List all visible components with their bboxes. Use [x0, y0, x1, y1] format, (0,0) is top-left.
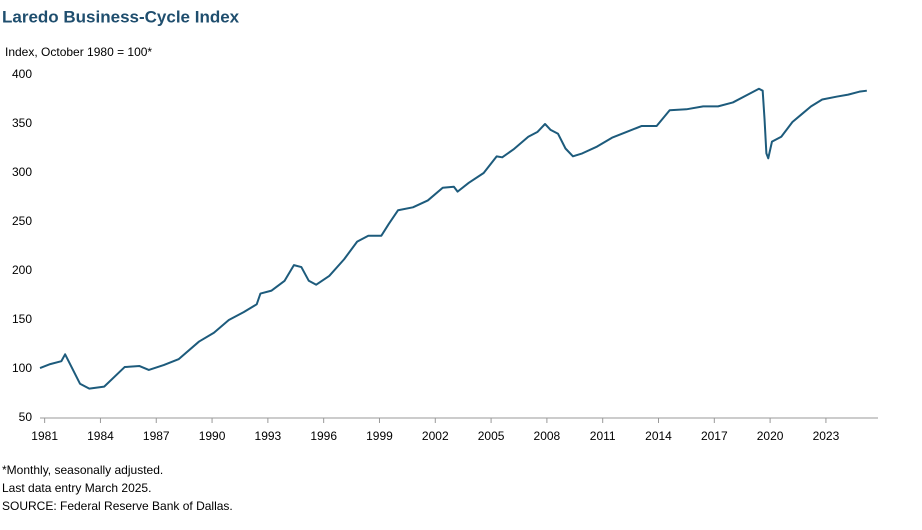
x-tick-label: 2002 [422, 429, 449, 443]
y-tick-label: 350 [12, 116, 32, 130]
x-tick-label: 1984 [87, 429, 114, 443]
x-tick-label: 2008 [534, 429, 561, 443]
y-axis-label: Index, October 1980 = 100* [5, 45, 152, 59]
x-tick-label: 1996 [310, 429, 337, 443]
y-tick-label: 100 [12, 361, 32, 375]
x-tick-label: 2011 [590, 429, 616, 443]
footnote: Last data entry March 2025. [2, 481, 151, 495]
y-tick-label: 250 [12, 214, 32, 228]
x-tick-label: 2023 [813, 429, 840, 443]
footnote: SOURCE: Federal Reserve Bank of Dallas. [2, 499, 233, 513]
x-tick-label: 2014 [645, 429, 672, 443]
chart-title: Laredo Business-Cycle Index [2, 7, 240, 26]
x-tick-label: 1990 [199, 429, 226, 443]
x-tick-label: 2005 [478, 429, 505, 443]
x-tick-label: 1987 [143, 429, 170, 443]
y-tick-label: 200 [12, 263, 32, 277]
y-tick-label: 300 [12, 165, 32, 179]
y-tick-label: 150 [12, 312, 32, 326]
y-tick-label: 50 [19, 410, 33, 424]
x-tick-label: 2017 [701, 429, 728, 443]
footnote: *Monthly, seasonally adjusted. [2, 463, 163, 477]
data-line [39, 87, 867, 390]
y-tick-label: 400 [12, 67, 32, 81]
x-tick-label: 2020 [757, 429, 784, 443]
x-tick-label: 1999 [366, 429, 393, 443]
x-tick-label: 1981 [31, 429, 58, 443]
x-tick-label: 1993 [255, 429, 282, 443]
